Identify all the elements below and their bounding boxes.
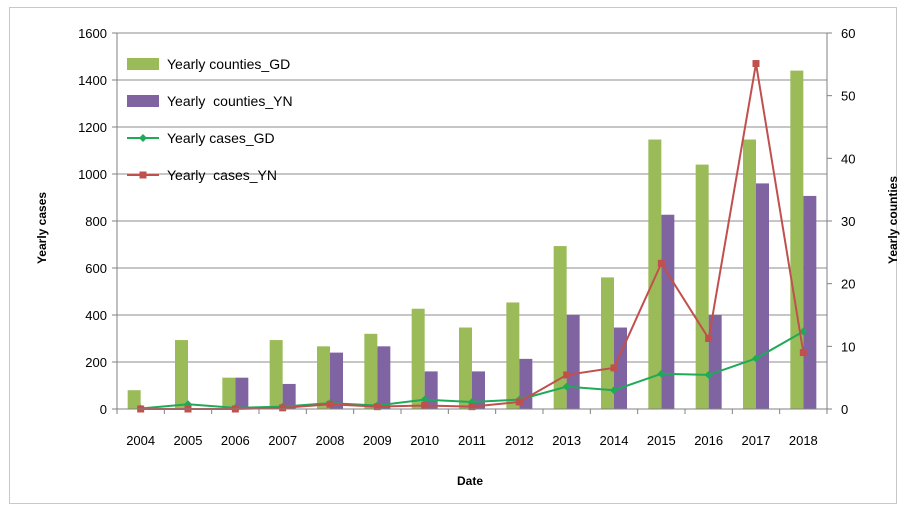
bar <box>222 377 236 409</box>
point <box>326 400 334 408</box>
y-left-tick-label: 400 <box>85 308 107 323</box>
bar <box>803 195 817 409</box>
bar <box>790 70 804 409</box>
x-tick-label: 2010 <box>410 433 439 448</box>
point <box>610 386 618 395</box>
point <box>421 401 429 409</box>
legend-swatch <box>127 95 159 107</box>
x-tick-label: 2007 <box>268 433 297 448</box>
bar <box>743 139 756 410</box>
y-axis-left-title: Yearly cases <box>35 192 49 264</box>
bar <box>175 340 188 409</box>
bar <box>695 164 709 409</box>
y-right-tick-label: 40 <box>841 151 855 166</box>
bar <box>601 277 614 409</box>
y-left-tick-label: 1400 <box>78 73 107 88</box>
ticks: 0 200 400 600 800 1000 1200 1400 1600 0 10 20 30 40 50… <box>78 26 855 448</box>
bar <box>127 390 141 409</box>
bar <box>459 327 472 409</box>
x-tick-label: 2016 <box>694 433 723 448</box>
bar <box>411 308 425 409</box>
y-left-tick-label: 600 <box>85 261 107 276</box>
point <box>279 404 287 412</box>
y-left-tick-label: 0 <box>100 402 107 417</box>
x-tick-label: 2013 <box>552 433 581 448</box>
legend-label: Yearly counties_YN <box>167 93 293 109</box>
x-tick-label: 2018 <box>789 433 818 448</box>
legend-label: Yearly cases_YN <box>167 167 277 183</box>
point <box>799 349 807 357</box>
bar <box>506 302 520 409</box>
y-right-tick-label: 10 <box>841 339 855 354</box>
point <box>610 364 618 372</box>
legend-marker <box>139 134 147 142</box>
y-axis-right-title: Yearly counties <box>886 176 900 264</box>
bar <box>317 346 330 409</box>
bar <box>553 246 567 409</box>
legend-swatch <box>127 58 159 70</box>
bar <box>235 377 249 409</box>
point <box>657 259 665 267</box>
x-tick-label: 2011 <box>458 433 486 448</box>
y-right-tick-label: 30 <box>841 214 855 229</box>
point <box>563 371 571 379</box>
axes <box>112 32 832 414</box>
point <box>657 369 666 378</box>
point <box>420 395 429 404</box>
point <box>515 398 523 406</box>
grid <box>117 32 827 363</box>
legend: Yearly counties_GD Yearly counties_YN Year… <box>127 56 293 183</box>
legend-label: Yearly counties_GD <box>167 56 290 72</box>
x-tick-label: 2008 <box>316 433 345 448</box>
y-right-tick-label: 50 <box>841 89 855 104</box>
legend-marker <box>139 171 147 179</box>
bars <box>127 70 817 410</box>
y-right-tick-label: 60 <box>841 26 855 41</box>
legend-label: Yearly cases_GD <box>167 130 275 146</box>
bar <box>269 340 283 409</box>
x-tick-label: 2015 <box>647 433 676 448</box>
bar <box>377 346 391 409</box>
bar <box>364 333 378 409</box>
x-tick-label: 2004 <box>126 433 155 448</box>
point <box>373 403 381 411</box>
x-tick-label: 2012 <box>505 433 534 448</box>
y-left-tick-label: 1200 <box>78 120 107 135</box>
bar <box>330 352 343 409</box>
point <box>562 382 571 391</box>
y-right-tick-label: 0 <box>841 402 848 417</box>
x-tick-label: 2006 <box>221 433 250 448</box>
x-tick-label: 2014 <box>600 433 629 448</box>
bar <box>282 383 296 409</box>
point <box>799 327 808 336</box>
x-axis-title: Date <box>457 474 483 488</box>
y-left-tick-label: 800 <box>85 214 107 229</box>
y-left-tick-label: 200 <box>85 355 107 370</box>
point <box>752 354 760 363</box>
y-left-tick-label: 1600 <box>78 26 107 41</box>
x-tick-label: 2009 <box>363 433 392 448</box>
point <box>704 370 713 379</box>
y-left-tick-label: 1000 <box>78 167 107 182</box>
bar <box>472 371 485 409</box>
bar <box>661 214 675 409</box>
bar <box>566 315 580 409</box>
bar <box>756 183 769 409</box>
x-tick-label: 2005 <box>174 433 203 448</box>
bar <box>648 139 662 410</box>
y-right-tick-label: 20 <box>841 277 855 292</box>
x-tick-label: 2017 <box>742 433 771 448</box>
point <box>705 335 713 342</box>
point <box>468 403 476 411</box>
point <box>752 60 760 68</box>
